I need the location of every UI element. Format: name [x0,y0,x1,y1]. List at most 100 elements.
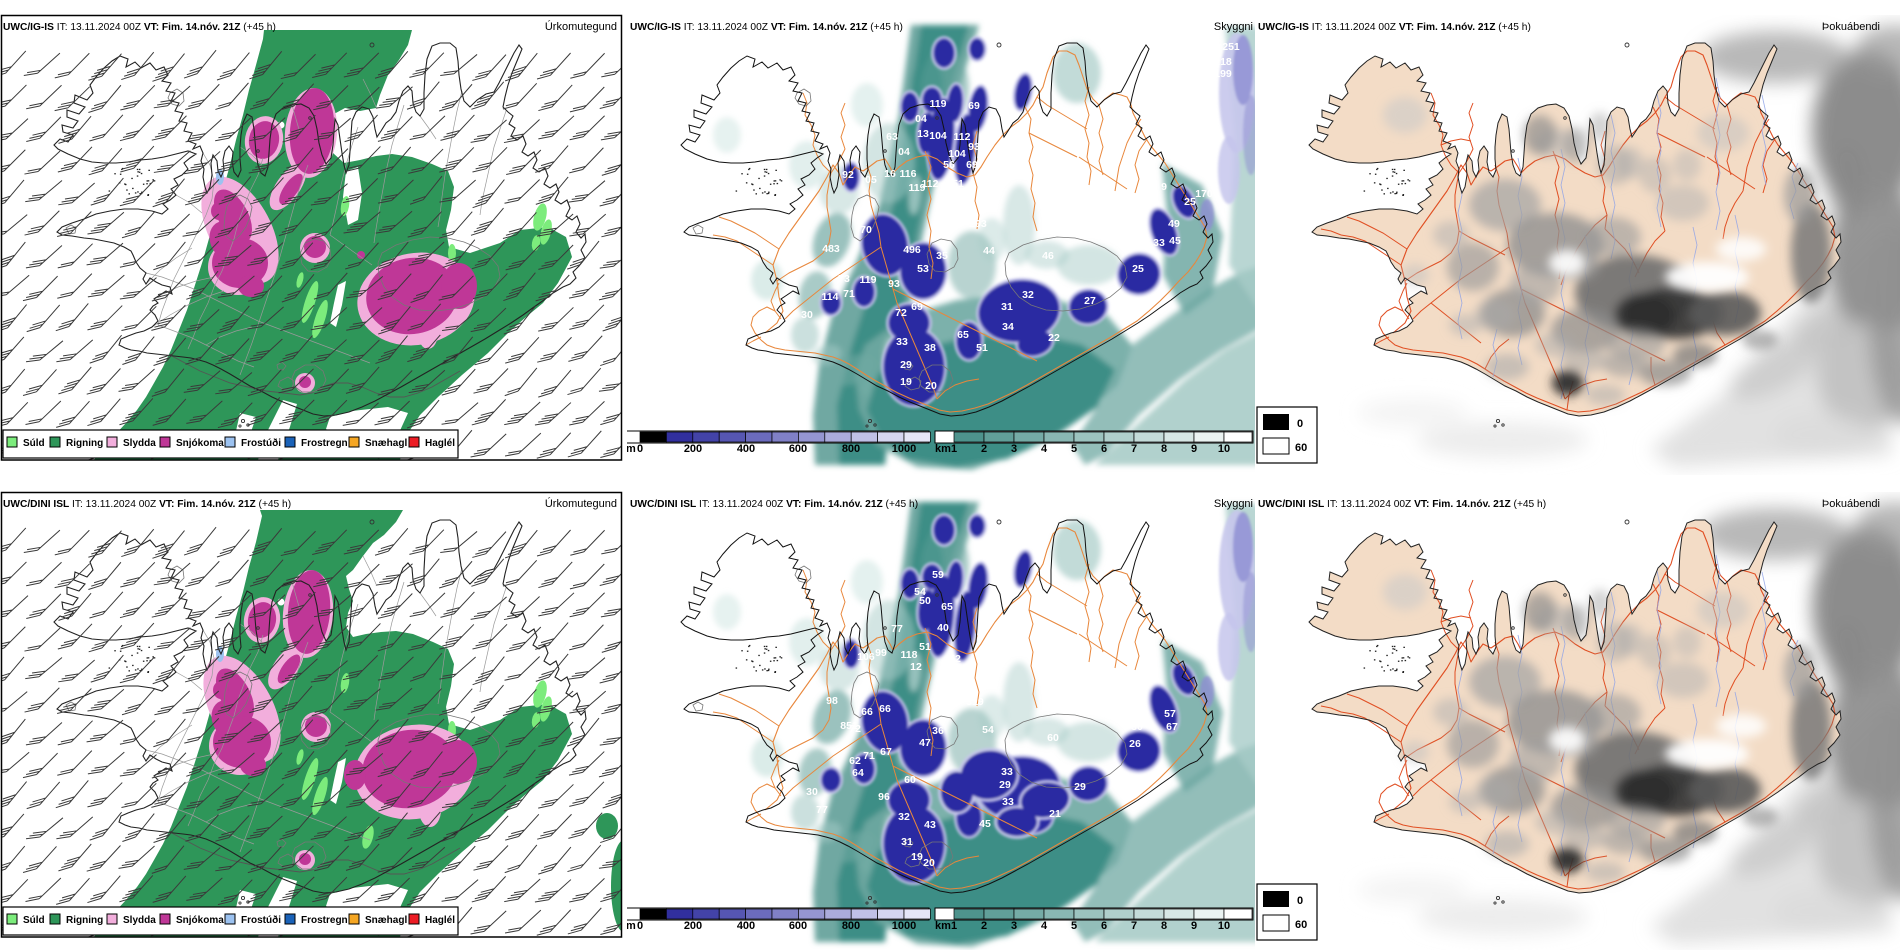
svg-text:34: 34 [1002,321,1014,333]
svg-text:27: 27 [1084,295,1096,307]
svg-text:38: 38 [924,342,936,354]
svg-text:30: 30 [806,786,818,798]
svg-text:93: 93 [968,141,980,153]
svg-text:05: 05 [865,174,877,186]
svg-text:119: 119 [860,274,877,286]
svg-text:13: 13 [917,128,929,140]
svg-text:63: 63 [886,131,898,143]
svg-text:218: 218 [1214,56,1232,68]
svg-text:1: 1 [951,920,957,932]
svg-text:51: 51 [976,342,988,354]
svg-text:118: 118 [901,649,918,661]
svg-text:Súld: Súld [23,915,45,926]
svg-text:104: 104 [948,148,966,160]
svg-text:UWC/DINI ISL IT: 13.11.2024 00: UWC/DINI ISL IT: 13.11.2024 00Z VT: Fim.… [1258,499,1546,510]
svg-text:66: 66 [861,706,873,718]
svg-text:119: 119 [930,98,947,110]
svg-text:52: 52 [949,653,961,665]
svg-text:43: 43 [924,819,936,831]
svg-text:Skyggni: Skyggni [1214,21,1253,33]
svg-text:Slydda: Slydda [123,438,156,449]
svg-text:3: 3 [991,109,997,121]
svg-text:496: 496 [903,244,921,256]
svg-text:Slydda: Slydda [123,915,156,926]
svg-text:60: 60 [904,774,916,786]
svg-text:69: 69 [966,159,978,171]
svg-text:31: 31 [1001,301,1013,313]
svg-text:32: 32 [898,811,910,823]
svg-text:UWC/IG-IS IT: 13.11.2024 00Z V: UWC/IG-IS IT: 13.11.2024 00Z VT: Fim. 14… [3,22,276,33]
svg-text:600: 600 [789,443,807,455]
svg-text:8: 8 [1161,920,1167,932]
svg-text:40: 40 [937,622,949,634]
svg-text:Frostúði: Frostúði [241,914,281,926]
svg-text:72: 72 [895,307,907,319]
svg-text:67: 67 [880,746,892,758]
svg-text:65: 65 [957,329,969,341]
svg-text:6: 6 [1101,920,1107,932]
svg-text:8: 8 [1161,443,1167,455]
svg-text:70: 70 [860,224,872,236]
svg-text:92: 92 [842,169,854,181]
svg-text:Rigning: Rigning [66,438,103,449]
svg-text:200: 200 [684,920,702,932]
svg-text:319: 319 [966,696,984,708]
svg-text:71: 71 [863,750,875,762]
svg-text:45: 45 [979,818,991,830]
svg-text:9: 9 [1161,181,1167,193]
svg-text:UWC/IG-IS IT: 13.11.2024 00Z V: UWC/IG-IS IT: 13.11.2024 00Z VT: Fim. 14… [1258,22,1531,33]
svg-text:96: 96 [878,791,890,803]
svg-text:Frostregn: Frostregn [301,438,348,449]
svg-text:54: 54 [914,586,926,598]
svg-text:50: 50 [919,595,931,607]
svg-text:19: 19 [900,376,912,388]
svg-text:0: 0 [1297,895,1303,907]
svg-text:Frostúði: Frostúði [241,437,281,449]
svg-text:170: 170 [1195,188,1213,200]
svg-text:25: 25 [1184,196,1196,208]
svg-text:3: 3 [1011,920,1017,932]
svg-text:2: 2 [981,443,987,455]
svg-text:4: 4 [1041,920,1048,932]
svg-text:30: 30 [801,309,813,321]
svg-text:2: 2 [981,920,987,932]
svg-text:49: 49 [1168,218,1180,230]
svg-text:62: 62 [849,755,861,767]
svg-text:21: 21 [1049,808,1061,820]
svg-text:35: 35 [936,250,948,262]
svg-text:04: 04 [898,146,910,158]
svg-text:km: km [935,443,951,455]
svg-text:114: 114 [822,291,839,303]
svg-text:3: 3 [1011,443,1017,455]
svg-text:04: 04 [915,113,927,125]
svg-text:Snæhagl: Snæhagl [365,438,407,449]
svg-text:Úrkomutegund: Úrkomutegund [545,497,617,510]
svg-text:119: 119 [909,182,926,194]
svg-text:7: 7 [1131,443,1137,455]
svg-text:71: 71 [843,288,855,300]
svg-text:UWC/IG-IS IT: 13.11.2024 00Z V: UWC/IG-IS IT: 13.11.2024 00Z VT: Fim. 14… [630,22,903,33]
svg-text:77: 77 [816,804,828,816]
svg-text:116: 116 [900,168,917,180]
svg-text:400: 400 [737,920,755,932]
svg-text:47: 47 [919,737,931,749]
svg-text:200: 200 [684,443,702,455]
svg-text:600: 600 [789,920,807,932]
svg-text:16: 16 [884,168,896,180]
svg-text:Snæhagl: Snæhagl [365,915,407,926]
svg-text:29: 29 [999,779,1011,791]
svg-text:60: 60 [1295,442,1307,454]
svg-text:12: 12 [910,661,922,673]
svg-text:54: 54 [982,724,994,736]
svg-text:800: 800 [842,920,860,932]
svg-text:800: 800 [842,443,860,455]
svg-text:km: km [935,920,951,932]
svg-text:56: 56 [943,159,955,171]
svg-text:1000: 1000 [892,443,916,455]
svg-text:4: 4 [1041,443,1048,455]
svg-text:20: 20 [925,380,937,392]
svg-text:5: 5 [1071,443,1077,455]
svg-text:Frostregn: Frostregn [301,915,348,926]
svg-text:67: 67 [1166,721,1178,733]
svg-text:Þokuábendi: Þokuábendi [1822,498,1880,510]
